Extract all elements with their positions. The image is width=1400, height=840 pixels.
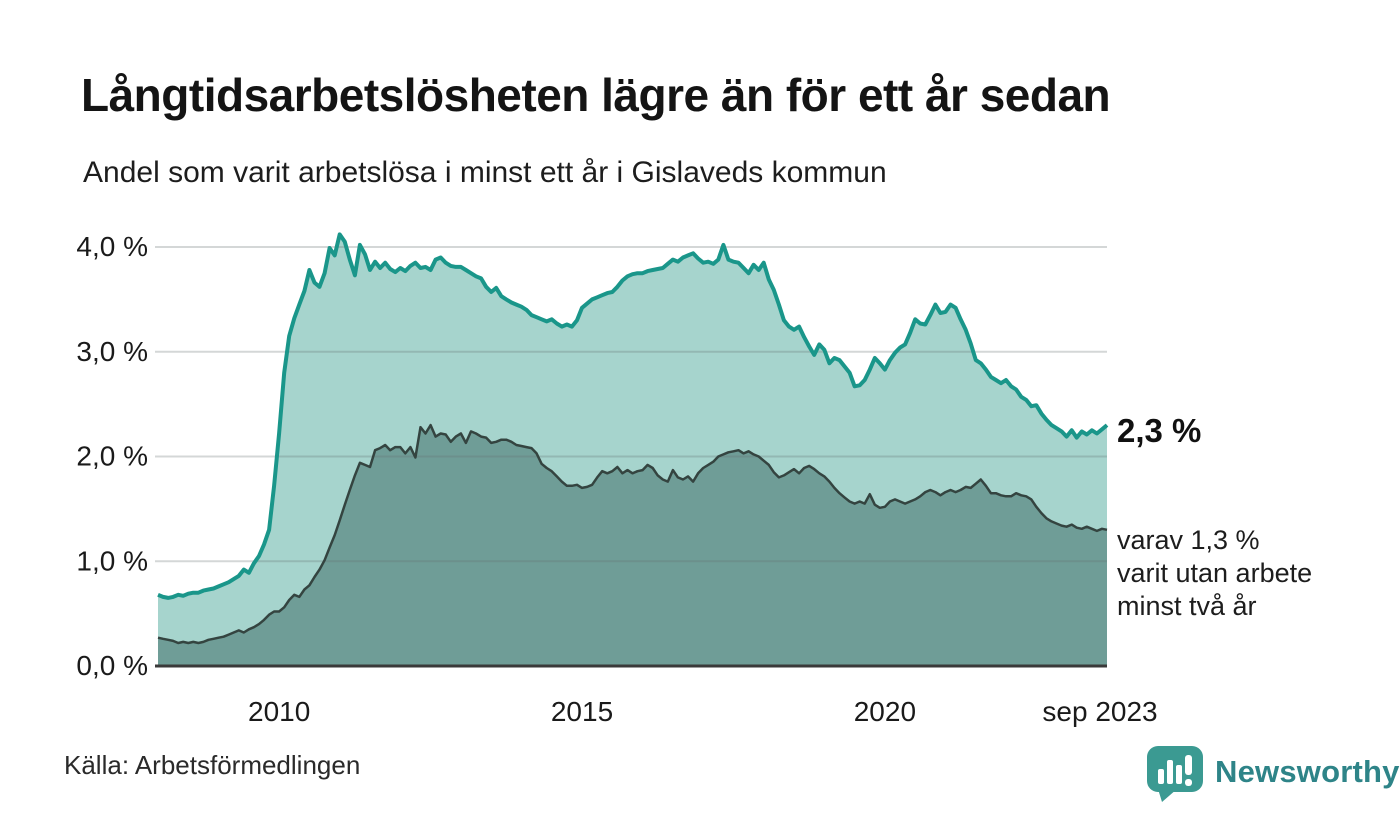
line-unemployed-1yr [157, 232, 1109, 600]
y-tick-label: 3,0 % [76, 336, 148, 367]
chart-subtitle: Andel som varit arbetslösa i minst ett å… [83, 156, 887, 189]
area-unemployed-2yr [158, 425, 1107, 666]
y-tick-label: 1,0 % [76, 545, 148, 576]
y-tick-label: 2,0 % [76, 441, 148, 472]
x-tick-label: 2010 [248, 696, 310, 727]
secondary-value-label: varav 1,3 % varit utan arbete minst två … [1117, 525, 1313, 621]
line-unemployed-2yr [157, 423, 1108, 645]
newsworthy-wordmark: Newsworthy [1215, 754, 1400, 789]
x-tick-label: 2020 [854, 696, 916, 727]
newsworthy-logo: Newsworthy [1145, 741, 1400, 803]
y-tick-label: 0,0 % [76, 650, 148, 681]
x-tick-label: 2015 [551, 696, 613, 727]
source-caption: Källa: Arbetsförmedlingen [64, 750, 361, 780]
x-tick-label: sep 2023 [1042, 696, 1157, 727]
newsworthy-bubble-icon [1147, 746, 1203, 802]
page-title: Långtidsarbetslösheten lägre än för ett … [81, 69, 1111, 121]
latest-value-label: 2,3 % [1117, 412, 1202, 449]
y-tick-label: 4,0 % [76, 231, 148, 262]
